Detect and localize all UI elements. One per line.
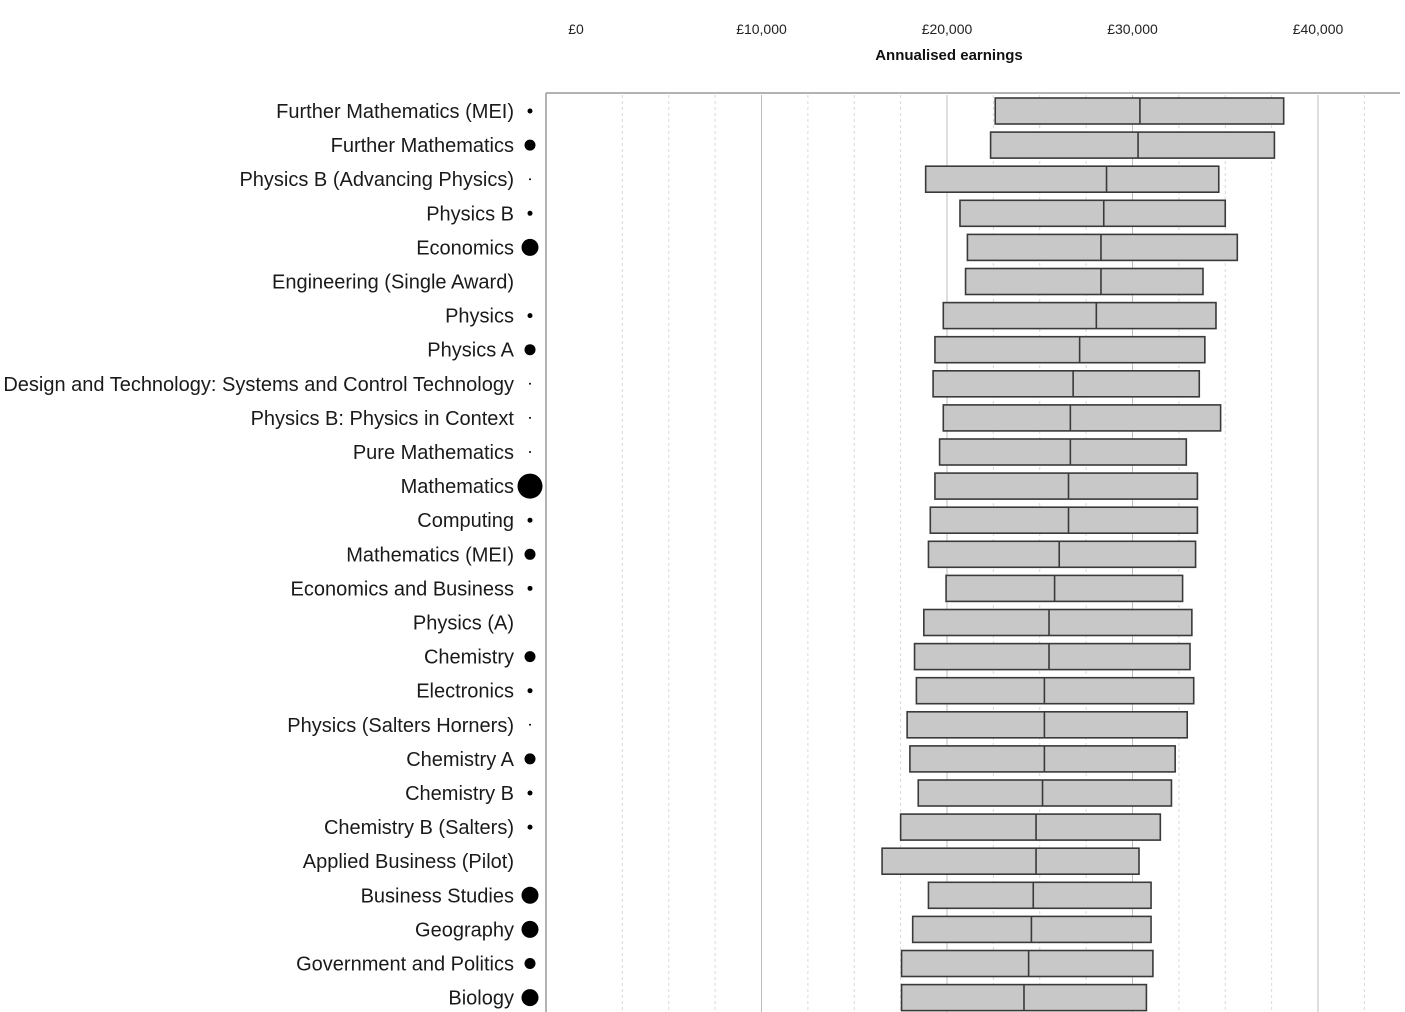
category-label: Design and Technology: Systems and Contr… <box>3 374 514 396</box>
entry-dot <box>527 210 533 216</box>
category-label: Physics <box>445 306 514 328</box>
category-label: Physics B: Physics in Context <box>251 408 515 430</box>
range-bar <box>909 745 1176 773</box>
range-bars <box>881 97 1285 1012</box>
range-bar <box>900 949 1154 978</box>
entry-dot <box>524 344 536 356</box>
category-label: Further Mathematics <box>331 135 514 157</box>
entry-dot <box>521 886 539 904</box>
range-bar <box>881 847 1140 876</box>
range-bar <box>942 404 1222 432</box>
range-bar <box>915 676 1195 705</box>
range-bar <box>945 574 1184 603</box>
range-bar <box>942 301 1217 330</box>
category-label: Computing <box>417 510 514 532</box>
entry-dot <box>524 651 536 663</box>
x-axis-title: Annualised earnings <box>875 47 1023 64</box>
x-tick-label: £40,000 <box>1293 21 1344 37</box>
category-label: Engineering (Single Award) <box>272 272 514 294</box>
entry-dot <box>527 688 533 694</box>
entry-dot <box>521 238 539 256</box>
range-bar <box>934 472 1199 500</box>
range-bar <box>923 608 1193 637</box>
range-bar <box>917 779 1173 807</box>
category-label: Further Mathematics (MEI) <box>276 101 514 123</box>
category-label: Physics A <box>427 340 514 362</box>
category-label: Electronics <box>416 681 514 703</box>
entry-dot <box>527 108 533 114</box>
entry-dot <box>529 416 531 419</box>
range-bar <box>959 199 1227 228</box>
entry-dot <box>527 313 533 319</box>
category-label: Mathematics (MEI) <box>346 544 514 566</box>
entry-dot <box>521 989 539 1007</box>
category-label: Chemistry A <box>406 749 514 771</box>
x-tick-label: £0 <box>568 21 584 37</box>
category-label: Chemistry <box>424 647 514 669</box>
range-bar <box>934 335 1206 364</box>
category-label: Government and Politics <box>296 954 514 976</box>
category-label: Geography <box>415 919 514 941</box>
category-label: Economics and Business <box>291 578 514 600</box>
category-label: Physics (A) <box>413 613 514 635</box>
range-bar <box>932 369 1201 398</box>
entry-dot <box>527 517 533 523</box>
entry-dot <box>529 723 531 726</box>
category-label: Mathematics <box>401 476 514 498</box>
entry-dot <box>524 753 536 765</box>
category-labels: Further Mathematics (MEI) Further Mathema… <box>3 101 514 1010</box>
range-bar <box>966 233 1239 262</box>
entry-dot <box>529 178 531 181</box>
x-tick-label: £20,000 <box>922 21 973 37</box>
category-label: Chemistry B (Salters) <box>324 817 514 839</box>
category-label: Physics (Salters Horners) <box>287 715 514 737</box>
range-bar <box>899 813 1162 841</box>
category-label: Biology <box>448 988 514 1010</box>
x-axis: £0 £10,000 £20,000 £30,000 £40,000 <box>545 21 1400 1012</box>
range-bar <box>938 438 1188 466</box>
entry-dot <box>517 473 543 499</box>
category-label: Physics B (Advancing Physics) <box>239 169 514 191</box>
entry-dot <box>521 920 539 938</box>
category-label: Chemistry B <box>405 783 514 805</box>
category-label: Applied Business (Pilot) <box>303 851 514 873</box>
range-bar <box>927 881 1152 910</box>
entry-dot <box>529 451 531 453</box>
range-bar <box>924 165 1220 193</box>
entry-dot <box>527 790 533 796</box>
range-bar <box>906 710 1189 739</box>
x-tick-label: £30,000 <box>1107 21 1158 37</box>
entry-dot <box>527 585 533 591</box>
entry-dot <box>524 548 536 560</box>
category-label: Business Studies <box>361 885 514 907</box>
entry-dot <box>529 382 531 385</box>
entry-dot <box>524 958 536 969</box>
category-label: Pure Mathematics <box>353 442 514 464</box>
entry-dot <box>524 139 536 151</box>
range-bar <box>989 131 1276 159</box>
range-bar <box>929 506 1199 535</box>
range-bar <box>964 267 1204 296</box>
x-tick-label: £10,000 <box>736 21 787 37</box>
category-label: Physics B <box>426 203 514 225</box>
range-bar <box>927 540 1197 569</box>
category-label: Economics <box>416 237 514 259</box>
entry-dot <box>527 824 533 830</box>
range-bar <box>913 642 1191 671</box>
entry-size-dots <box>517 108 543 1007</box>
